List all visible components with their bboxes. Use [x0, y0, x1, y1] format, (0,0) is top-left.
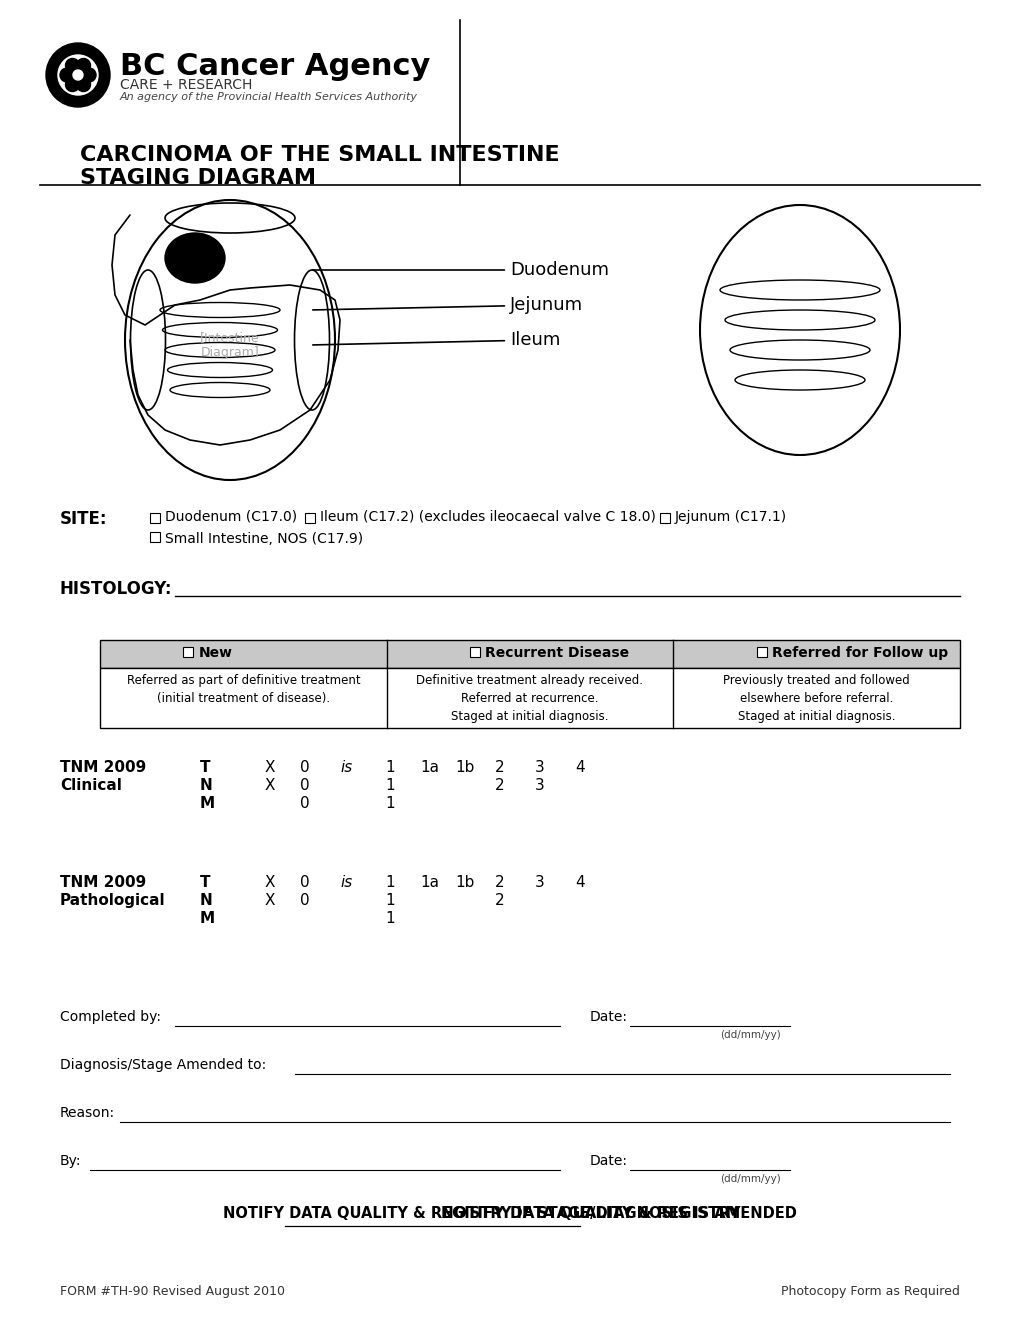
Bar: [756, 647, 766, 657]
Text: Ileum: Ileum: [313, 331, 559, 348]
Text: 1a: 1a: [420, 760, 438, 775]
Text: 0: 0: [300, 777, 310, 793]
Text: HISTOLOGY:: HISTOLOGY:: [60, 579, 172, 598]
Text: Jejunum: Jejunum: [313, 296, 583, 314]
Text: 0: 0: [300, 894, 310, 908]
Text: 3: 3: [535, 777, 544, 793]
Text: Duodenum (C17.0): Duodenum (C17.0): [165, 510, 297, 524]
Circle shape: [58, 55, 98, 95]
Text: is: is: [339, 875, 352, 890]
Text: CARCINOMA OF THE SMALL INTESTINE: CARCINOMA OF THE SMALL INTESTINE: [79, 145, 559, 165]
Circle shape: [76, 58, 91, 73]
Text: SITE:: SITE:: [60, 510, 107, 528]
Text: 1: 1: [384, 911, 394, 927]
Circle shape: [82, 69, 96, 82]
Bar: [100, 668, 959, 729]
Bar: [150, 532, 160, 543]
Text: 1: 1: [384, 760, 394, 775]
Text: 4: 4: [575, 760, 584, 775]
Circle shape: [46, 44, 110, 107]
Text: N: N: [200, 894, 213, 908]
Text: (dd/mm/yy): (dd/mm/yy): [719, 1173, 780, 1184]
Text: STAGING DIAGRAM: STAGING DIAGRAM: [79, 168, 316, 187]
Text: NOTIFY DATA QUALITY & REGISTRY IF STAGE/DIAGNOSIS IS AMENDED: NOTIFY DATA QUALITY & REGISTRY IF STAGE/…: [223, 1206, 796, 1221]
Text: 4: 4: [575, 875, 584, 890]
Circle shape: [73, 70, 83, 81]
Text: 1: 1: [384, 777, 394, 793]
Text: 2: 2: [494, 875, 504, 890]
Text: X: X: [265, 760, 275, 775]
Text: CARE + RESEARCH: CARE + RESEARCH: [120, 78, 252, 92]
Text: 2: 2: [494, 894, 504, 908]
Text: Small Intestine, NOS (C17.9): Small Intestine, NOS (C17.9): [165, 532, 363, 546]
Text: X: X: [265, 777, 275, 793]
Text: Referred for Follow up: Referred for Follow up: [771, 645, 947, 660]
Text: 1: 1: [384, 796, 394, 810]
Text: is: is: [339, 760, 352, 775]
Text: 0: 0: [300, 875, 310, 890]
Text: Clinical: Clinical: [60, 777, 121, 793]
Text: Completed by:: Completed by:: [60, 1010, 161, 1024]
Circle shape: [65, 58, 79, 73]
Text: [Intestine
Diagram]: [Intestine Diagram]: [200, 331, 260, 359]
Text: T: T: [200, 760, 210, 775]
Text: An agency of the Provincial Health Services Authority: An agency of the Provincial Health Servi…: [120, 92, 418, 102]
Text: By:: By:: [60, 1154, 82, 1168]
Text: New: New: [198, 645, 232, 660]
Text: 3: 3: [535, 875, 544, 890]
Text: Diagnosis/Stage Amended to:: Diagnosis/Stage Amended to:: [60, 1059, 266, 1072]
Text: Reason:: Reason:: [60, 1106, 115, 1119]
Text: 1b: 1b: [454, 760, 474, 775]
Text: Duodenum: Duodenum: [313, 261, 608, 279]
Text: FORM #TH-90 Revised August 2010: FORM #TH-90 Revised August 2010: [60, 1284, 284, 1298]
Text: Pathological: Pathological: [60, 894, 165, 908]
Text: 2: 2: [494, 760, 504, 775]
Bar: [100, 640, 959, 668]
Text: BC Cancer Agency: BC Cancer Agency: [120, 51, 430, 81]
Bar: [183, 647, 194, 657]
Text: Ileum (C17.2) (excludes ileocaecal valve C 18.0): Ileum (C17.2) (excludes ileocaecal valve…: [320, 510, 655, 524]
Bar: [470, 647, 480, 657]
Text: 2: 2: [494, 777, 504, 793]
Text: X: X: [265, 894, 275, 908]
Text: Recurrent Disease: Recurrent Disease: [484, 645, 629, 660]
Text: 1b: 1b: [454, 875, 474, 890]
Text: 1a: 1a: [420, 875, 438, 890]
Circle shape: [65, 78, 79, 91]
Bar: [305, 513, 315, 523]
Text: Jejunum (C17.1): Jejunum (C17.1): [675, 510, 787, 524]
Text: 0: 0: [300, 760, 310, 775]
Text: M: M: [200, 796, 215, 810]
Text: TNM 2009: TNM 2009: [60, 760, 146, 775]
Text: 3: 3: [535, 760, 544, 775]
Text: 1: 1: [384, 875, 394, 890]
Text: M: M: [200, 911, 215, 927]
Text: Referred as part of definitive treatment
(initial treatment of disease).: Referred as part of definitive treatment…: [126, 675, 360, 705]
Ellipse shape: [165, 234, 225, 282]
Text: NOTIFY: NOTIFY: [441, 1206, 510, 1221]
Text: DATA QUALITY & REGISTRY: DATA QUALITY & REGISTRY: [510, 1206, 740, 1221]
Text: Previously treated and followed
elsewhere before referral.
Staged at initial dia: Previously treated and followed elsewher…: [722, 675, 909, 723]
Text: Date:: Date:: [589, 1154, 628, 1168]
Ellipse shape: [699, 205, 899, 455]
Ellipse shape: [125, 201, 334, 480]
Text: Photocopy Form as Required: Photocopy Form as Required: [781, 1284, 959, 1298]
Text: 1: 1: [384, 894, 394, 908]
Circle shape: [76, 78, 91, 91]
Text: X: X: [265, 875, 275, 890]
Text: Date:: Date:: [589, 1010, 628, 1024]
Text: TNM 2009: TNM 2009: [60, 875, 146, 890]
Text: Definitive treatment already received.
Referred at recurrence.
Staged at initial: Definitive treatment already received. R…: [416, 675, 643, 723]
Bar: [659, 513, 669, 523]
Text: N: N: [200, 777, 213, 793]
Circle shape: [60, 69, 74, 82]
Text: (dd/mm/yy): (dd/mm/yy): [719, 1030, 780, 1040]
Text: 0: 0: [300, 796, 310, 810]
Text: T: T: [200, 875, 210, 890]
Bar: [150, 513, 160, 523]
